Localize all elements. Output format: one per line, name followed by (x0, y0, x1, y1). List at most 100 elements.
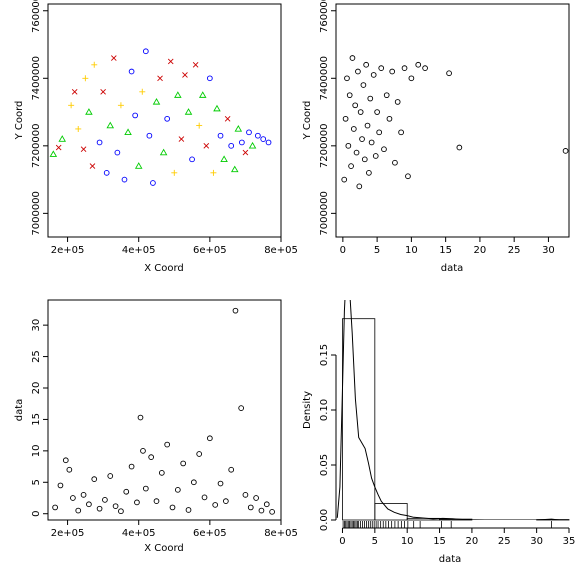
point-cross (100, 88, 106, 95)
point-circle (169, 504, 176, 511)
point-circle (363, 61, 370, 68)
point-circle (263, 501, 270, 508)
point-cross (110, 55, 117, 61)
y-tick-label: 7000000 (31, 191, 42, 236)
point-circle (146, 132, 153, 139)
point-circle (148, 454, 155, 460)
x-tick-label: 4e+05 (122, 528, 156, 539)
x-tick-label: 30 (542, 245, 555, 256)
point-circle (107, 473, 114, 479)
x-tick-label: 25 (508, 245, 521, 256)
point-circle (142, 485, 149, 492)
y-tick-label: 15 (31, 413, 42, 426)
point-cross (157, 75, 163, 82)
point-circle (70, 495, 76, 501)
point-circle (212, 502, 219, 508)
point-circle (258, 507, 265, 514)
point-plus (196, 122, 203, 129)
point-plus (75, 125, 82, 132)
y-tick-label: 7400000 (31, 56, 42, 101)
point-triangle (248, 141, 257, 149)
point-circle (128, 463, 135, 470)
point-circle (207, 435, 213, 442)
point-circle (242, 492, 249, 498)
point-circle (232, 307, 239, 314)
point-circle (345, 142, 352, 149)
point-circle (114, 149, 121, 156)
point-circle (366, 169, 372, 176)
point-triangle (124, 128, 132, 135)
point-circle (342, 115, 349, 122)
point-cross (55, 144, 62, 151)
point-triangle (213, 104, 221, 112)
point-triangle (134, 162, 143, 169)
point-circle (132, 112, 139, 119)
point-circle (269, 508, 275, 515)
point-circle (378, 65, 385, 72)
panel-xcoord-vs-data: X Coord data 2e+05 4e+05 6e+05 8e+05 0 5 10 15 2… (14, 299, 298, 554)
point-circle (346, 92, 353, 99)
x-tick-label: 30 (530, 536, 543, 547)
point-circle (368, 139, 375, 146)
y-tick-label: 7000000 (319, 191, 330, 236)
point-circle (364, 122, 371, 129)
point-circle (123, 488, 130, 495)
point-circle (137, 414, 144, 421)
point-cross (203, 143, 210, 149)
x-tick-label: 4e+05 (122, 245, 156, 256)
y-tick-label: 0.05 (319, 454, 330, 476)
y-axis-label: data (14, 399, 25, 422)
y-tick-label: 0.15 (319, 344, 330, 366)
point-circle (383, 92, 390, 99)
x-tick-label: 15 (433, 536, 446, 547)
point-circle (150, 180, 156, 186)
point-circle (562, 148, 569, 154)
x-tick-label: 6e+05 (193, 245, 227, 256)
y-axis-label: Density (302, 391, 313, 429)
x-tick-label: 0 (340, 245, 346, 256)
point-circle (370, 72, 377, 78)
point-circle (189, 156, 195, 163)
x-tick-label: 10 (405, 245, 418, 256)
point-circle (446, 70, 452, 77)
point-circle (128, 68, 135, 75)
point-circle (228, 142, 235, 149)
point-circle (217, 132, 224, 139)
point-cross (242, 149, 249, 156)
point-triangle (152, 98, 161, 105)
point-circle (344, 75, 350, 82)
point-triangle (85, 108, 93, 115)
point-circle (398, 129, 404, 136)
histogram-bar (342, 318, 376, 521)
point-triangle (159, 148, 168, 156)
point-plus (139, 88, 146, 95)
y-tick-label: 7400000 (319, 56, 330, 101)
y-tick-label: 0.10 (319, 399, 330, 421)
histogram-bar (374, 503, 408, 521)
point-circle (223, 498, 229, 504)
point-circle (118, 508, 124, 515)
x-tick-label: 20 (474, 245, 487, 256)
point-plus (117, 102, 124, 109)
point-plus (210, 169, 217, 176)
point-circle (372, 153, 379, 159)
y-tick-label: 7600000 (31, 0, 42, 33)
point-triangle (220, 155, 228, 162)
point-circle (408, 75, 415, 82)
x-tick-label: 5 (374, 245, 380, 256)
y-tick-label: 7200000 (319, 124, 330, 169)
point-circle (361, 156, 368, 163)
point-circle (349, 55, 356, 61)
point-circle (57, 482, 64, 489)
point-circle (341, 176, 348, 183)
point-plus (82, 75, 89, 82)
point-circle (207, 75, 213, 82)
x-axis-label: data (439, 554, 462, 565)
point-circle (265, 139, 272, 146)
point-circle (353, 149, 360, 156)
point-cross (80, 146, 87, 153)
x-axis-label: X Coord (144, 263, 184, 274)
y-tick-label: 5 (31, 479, 42, 485)
point-triangle (234, 125, 243, 132)
plot-frame (47, 299, 282, 521)
